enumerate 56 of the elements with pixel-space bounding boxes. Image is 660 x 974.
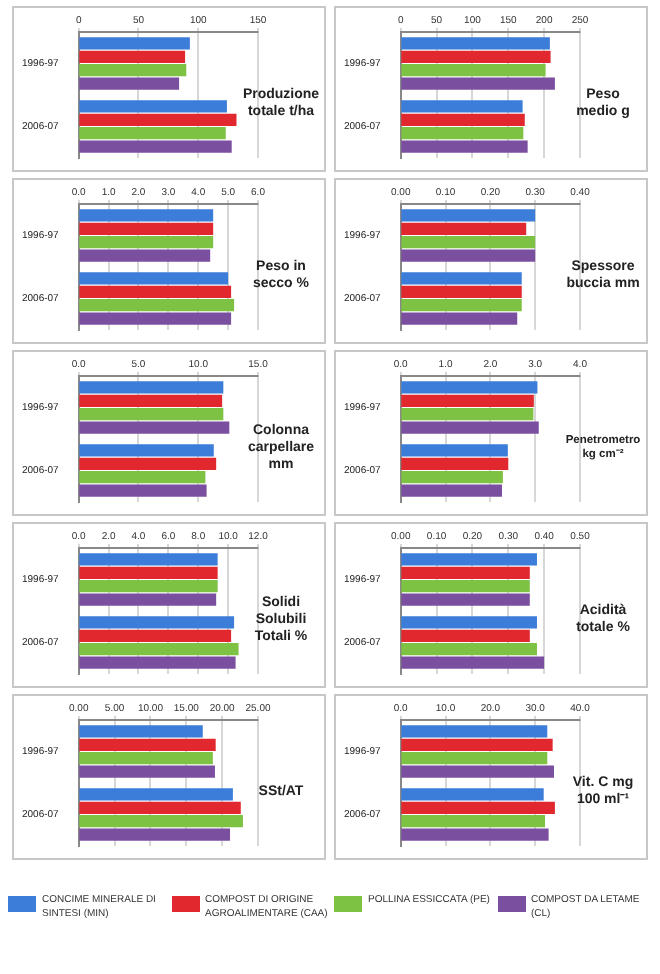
bar <box>79 222 214 235</box>
bar <box>401 457 509 470</box>
bar <box>79 725 203 738</box>
bar <box>79 285 232 298</box>
bar <box>79 408 224 421</box>
bar <box>79 593 217 606</box>
bar <box>79 50 186 63</box>
bar <box>79 815 243 828</box>
bar <box>79 801 241 814</box>
bar <box>79 421 230 434</box>
bar <box>79 113 237 126</box>
bar <box>401 444 508 457</box>
bar <box>401 113 525 126</box>
bar <box>401 77 555 90</box>
bar <box>79 765 215 778</box>
bar <box>401 484 502 497</box>
bar <box>79 484 207 497</box>
bar <box>79 236 214 249</box>
bar <box>79 580 218 593</box>
bar <box>401 100 523 113</box>
bar <box>79 272 229 285</box>
bar <box>79 457 217 470</box>
bar <box>401 127 524 140</box>
bar <box>79 752 213 765</box>
bar <box>401 408 534 421</box>
bar <box>401 140 528 153</box>
bar <box>79 100 227 113</box>
bar <box>79 471 206 484</box>
bar <box>401 37 550 50</box>
bar <box>79 381 224 394</box>
bar <box>79 37 190 50</box>
bar <box>79 394 223 407</box>
bar <box>79 566 218 579</box>
bar <box>79 140 232 153</box>
bar <box>79 643 239 656</box>
bar <box>79 553 218 566</box>
bar <box>79 828 231 841</box>
bar <box>79 738 216 751</box>
bar <box>79 299 235 312</box>
bar <box>79 127 226 140</box>
bar <box>79 629 232 642</box>
bar <box>79 64 187 77</box>
bar <box>401 421 539 434</box>
bar <box>401 471 503 484</box>
bar <box>79 444 214 457</box>
bar <box>79 656 236 669</box>
bar <box>401 381 538 394</box>
bar <box>79 249 211 262</box>
bar <box>401 64 546 77</box>
bar <box>79 77 180 90</box>
bar <box>79 209 214 222</box>
bar <box>401 394 534 407</box>
bar <box>79 788 233 801</box>
bar <box>401 50 551 63</box>
bar <box>79 312 232 325</box>
bar <box>79 616 235 629</box>
